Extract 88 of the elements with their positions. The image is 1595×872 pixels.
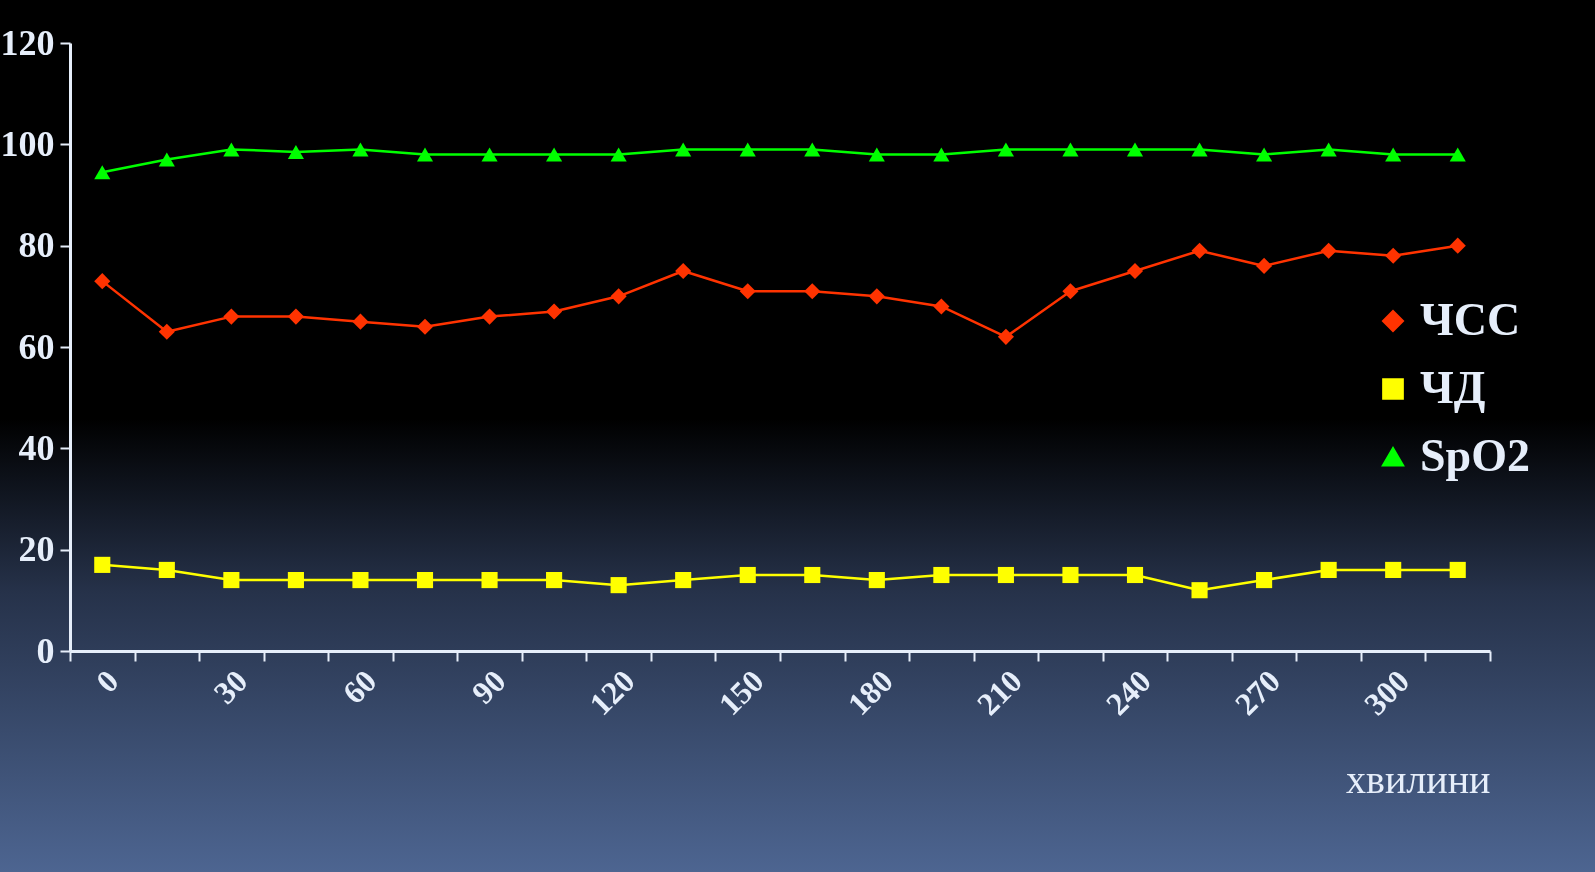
point <box>1126 262 1144 280</box>
point <box>1385 561 1402 578</box>
y-tick-label: 100 <box>0 123 55 164</box>
point <box>1449 237 1466 254</box>
point <box>1256 257 1273 274</box>
point <box>997 328 1014 345</box>
x-tick-label: 90 <box>464 662 513 711</box>
y-tick-label: 0 <box>36 630 55 671</box>
point <box>804 142 821 157</box>
point <box>1320 142 1337 157</box>
point <box>1191 582 1208 599</box>
x-tick-label: 300 <box>1356 662 1417 723</box>
y-tick-label: 120 <box>0 22 55 63</box>
point <box>610 288 627 305</box>
point <box>416 147 434 162</box>
point <box>933 566 950 584</box>
point <box>804 566 821 584</box>
x-tick-label: 150 <box>711 662 771 723</box>
point <box>546 147 563 162</box>
point <box>158 323 175 340</box>
point <box>352 572 369 589</box>
point <box>933 298 950 315</box>
point <box>352 142 369 157</box>
point <box>739 142 756 157</box>
point <box>1126 142 1144 157</box>
point <box>1126 566 1144 584</box>
point <box>416 318 434 335</box>
x-tick-label: 210 <box>969 662 1030 723</box>
point <box>997 142 1014 157</box>
point <box>223 142 240 157</box>
y-tick-label: 80 <box>18 225 55 266</box>
x-tick-label: 240 <box>1098 662 1159 723</box>
point <box>675 572 692 589</box>
legend-label: ЧД <box>1420 362 1486 413</box>
x-tick-label: 270 <box>1227 662 1288 723</box>
y-tick-label: 20 <box>18 529 55 570</box>
point <box>1320 242 1337 259</box>
x-tick-label: 60 <box>335 662 384 711</box>
y-tick-label: 60 <box>18 326 55 367</box>
point <box>739 283 756 300</box>
point <box>352 313 369 330</box>
point <box>416 572 434 589</box>
point <box>1191 242 1208 259</box>
x-tick-label: 30 <box>206 662 255 711</box>
point <box>223 572 240 589</box>
point <box>94 165 111 180</box>
point <box>1062 566 1079 584</box>
legend-label: SpO2 <box>1420 430 1530 481</box>
point <box>868 572 885 589</box>
y-tick-label: 40 <box>18 427 55 468</box>
x-axis-title: хвилини <box>1346 757 1491 803</box>
point <box>223 308 240 325</box>
point <box>675 142 692 157</box>
point <box>287 572 304 589</box>
point <box>158 152 175 167</box>
point <box>546 303 563 320</box>
point <box>675 262 692 280</box>
point <box>804 283 821 300</box>
point <box>481 147 498 162</box>
point <box>1062 283 1079 300</box>
point <box>94 556 111 573</box>
point <box>1256 147 1273 162</box>
point <box>94 273 111 290</box>
point <box>287 144 304 159</box>
point <box>1449 561 1466 578</box>
x-tick-label: 120 <box>582 662 642 723</box>
point <box>481 308 498 325</box>
point <box>610 147 627 162</box>
legend-label: ЧСС <box>1420 294 1521 345</box>
point <box>1385 247 1402 264</box>
point <box>1062 142 1079 157</box>
point <box>1256 572 1273 589</box>
point <box>287 308 304 325</box>
point <box>1320 561 1337 578</box>
x-tick-label: 180 <box>840 662 900 723</box>
point <box>868 288 885 305</box>
point <box>546 572 563 589</box>
point <box>610 577 627 594</box>
point <box>158 561 175 578</box>
point <box>739 566 756 584</box>
point <box>1191 142 1208 157</box>
point <box>481 572 498 589</box>
point <box>868 147 885 162</box>
x-tick-label: 0 <box>88 662 126 700</box>
point <box>997 566 1014 584</box>
point <box>1385 147 1402 162</box>
point <box>1449 147 1466 162</box>
point <box>933 147 950 162</box>
